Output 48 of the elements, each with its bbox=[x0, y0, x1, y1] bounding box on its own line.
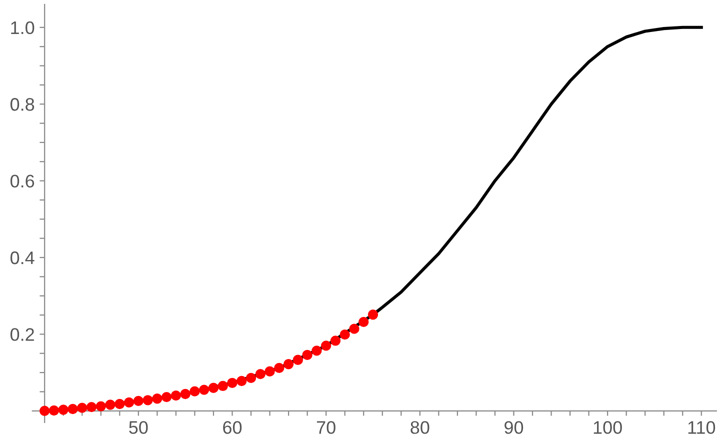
point bbox=[236, 376, 247, 386]
point bbox=[86, 402, 97, 412]
point bbox=[68, 404, 78, 414]
point bbox=[255, 368, 266, 380]
y-tick-label: 0.8 bbox=[10, 98, 34, 111]
point bbox=[199, 384, 210, 395]
point bbox=[227, 378, 238, 388]
point bbox=[142, 395, 153, 406]
point bbox=[40, 406, 50, 416]
x-tick-label: 50 bbox=[129, 421, 148, 434]
point bbox=[358, 316, 369, 328]
point bbox=[180, 388, 190, 400]
point bbox=[161, 392, 172, 402]
y-tick-label: 0.2 bbox=[10, 328, 34, 341]
point bbox=[48, 405, 60, 416]
point bbox=[133, 396, 144, 406]
y-tick-label: 0.4 bbox=[10, 251, 34, 264]
point bbox=[124, 397, 134, 408]
point bbox=[320, 340, 332, 351]
point bbox=[274, 362, 284, 374]
point bbox=[170, 390, 182, 401]
point bbox=[96, 401, 106, 412]
x-tick-label: 110 bbox=[688, 421, 716, 434]
x-tick-label: 80 bbox=[410, 421, 430, 434]
x-tick-label: 70 bbox=[316, 421, 336, 434]
point bbox=[349, 324, 360, 334]
y-tick-label: 1.0 bbox=[11, 21, 34, 34]
point bbox=[330, 336, 341, 346]
point bbox=[190, 386, 200, 396]
point bbox=[264, 366, 275, 376]
point bbox=[292, 354, 304, 365]
point bbox=[340, 329, 350, 340]
point bbox=[152, 394, 162, 404]
y-tick-label: 0.6 bbox=[10, 174, 34, 188]
point bbox=[368, 310, 378, 320]
point bbox=[58, 404, 68, 415]
x-tick-label: 100 bbox=[594, 421, 622, 434]
point bbox=[302, 350, 312, 360]
point bbox=[77, 402, 88, 413]
x-tick-label: 90 bbox=[504, 421, 524, 434]
point bbox=[114, 398, 125, 410]
point bbox=[105, 400, 116, 410]
point bbox=[208, 382, 219, 393]
point bbox=[218, 380, 228, 392]
point bbox=[246, 372, 256, 383]
point bbox=[312, 346, 322, 356]
x-tick-label: 60 bbox=[223, 421, 242, 434]
point bbox=[283, 359, 294, 370]
